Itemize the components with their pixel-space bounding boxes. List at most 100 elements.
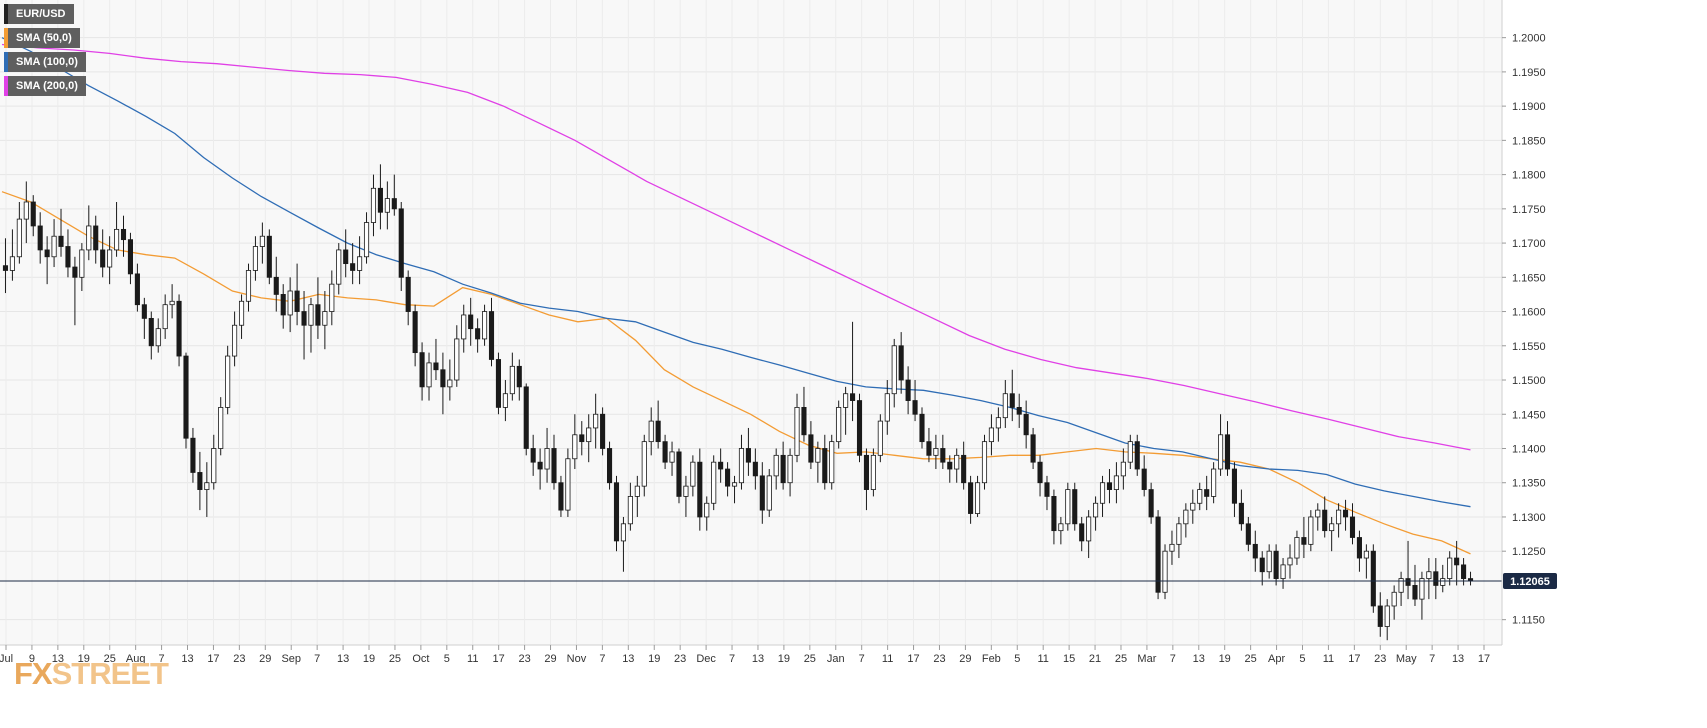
candle-body-up bbox=[738, 448, 745, 484]
candle-body-up bbox=[988, 427, 994, 443]
x-tick-label: 25 bbox=[1115, 653, 1127, 665]
candle bbox=[280, 284, 286, 329]
candle-body-down bbox=[72, 266, 78, 278]
sma-line-200 bbox=[1, 43, 1471, 451]
candle-body-up bbox=[287, 290, 293, 316]
candle bbox=[773, 448, 779, 490]
legend-item-sma-200[interactable]: SMA (200,0) bbox=[4, 76, 86, 96]
candle-body-down bbox=[266, 235, 272, 278]
candle bbox=[968, 475, 974, 524]
candle-body-up bbox=[23, 201, 29, 220]
candle-body-down bbox=[1072, 489, 1078, 525]
candle bbox=[974, 475, 981, 517]
candle bbox=[509, 352, 515, 401]
candle bbox=[447, 359, 453, 401]
candle bbox=[1454, 540, 1460, 586]
candle bbox=[530, 434, 536, 476]
x-tick-label: Feb bbox=[982, 653, 1001, 665]
candle-body-down bbox=[947, 461, 953, 470]
candle bbox=[1224, 421, 1231, 476]
candle-body-up bbox=[1169, 543, 1175, 552]
candle-body-down bbox=[315, 304, 321, 326]
candle-body-down bbox=[600, 413, 606, 449]
x-tick-label: 13 bbox=[337, 653, 349, 665]
candle bbox=[572, 414, 578, 470]
candle-body-up bbox=[954, 454, 960, 470]
candle-body-down bbox=[1238, 502, 1244, 525]
logo-street: STREET bbox=[51, 656, 169, 691]
x-tick-label: 11 bbox=[467, 653, 478, 665]
candle-body-down bbox=[676, 451, 682, 497]
candle-body-down bbox=[350, 263, 356, 271]
legend-item-sma-50[interactable]: SMA (50,0) bbox=[4, 28, 80, 48]
candle bbox=[1336, 503, 1342, 538]
candle bbox=[232, 311, 238, 367]
candle bbox=[1065, 482, 1071, 531]
candle-body-up bbox=[1113, 475, 1119, 490]
candle-body-down bbox=[961, 454, 967, 484]
candle-body-down bbox=[2, 265, 9, 271]
candle-body-down bbox=[1155, 516, 1161, 593]
candle-body-up bbox=[815, 448, 821, 463]
x-tick-label: May bbox=[1396, 653, 1417, 665]
candle bbox=[1120, 448, 1126, 490]
candle-body-down bbox=[127, 239, 134, 275]
candle bbox=[44, 236, 50, 285]
candle-body-up bbox=[252, 246, 258, 271]
candle bbox=[1079, 516, 1085, 552]
candle-body-up bbox=[1099, 482, 1106, 504]
candle bbox=[1099, 475, 1106, 517]
x-tick-label: Apr bbox=[1268, 653, 1285, 665]
candle-body-up bbox=[731, 482, 738, 487]
candle-body-down bbox=[141, 304, 147, 319]
candle bbox=[1273, 544, 1279, 586]
candle-body-up bbox=[1315, 509, 1321, 518]
candle bbox=[488, 297, 495, 367]
candle-body-up bbox=[1266, 550, 1272, 573]
candle-body-up bbox=[1065, 489, 1071, 525]
candle bbox=[905, 366, 911, 415]
candle-body-down bbox=[1301, 537, 1307, 545]
x-tick-label: 13 bbox=[181, 653, 193, 665]
legend-item-sma-100[interactable]: SMA (100,0) bbox=[4, 52, 86, 72]
x-tick-label: 17 bbox=[1348, 653, 1360, 665]
candle bbox=[627, 482, 633, 531]
candle bbox=[100, 229, 106, 278]
candle bbox=[558, 475, 564, 517]
candle bbox=[891, 338, 897, 408]
candle-body-down bbox=[579, 434, 585, 443]
legend-label: EUR/USD bbox=[16, 8, 66, 20]
candle bbox=[850, 321, 856, 422]
candle-body-down bbox=[273, 276, 279, 295]
x-tick-label: 17 bbox=[493, 653, 505, 665]
candle bbox=[1176, 516, 1182, 559]
candle bbox=[454, 325, 460, 387]
candle-body-down bbox=[100, 249, 106, 268]
legend-item-eurusd[interactable]: EUR/USD bbox=[4, 4, 74, 24]
candle-body-up bbox=[426, 362, 432, 388]
candle-body-up bbox=[357, 256, 363, 271]
candle-body-up bbox=[1426, 571, 1432, 579]
candle bbox=[1044, 475, 1050, 511]
candle-body-up bbox=[107, 249, 113, 268]
candle bbox=[613, 475, 620, 552]
x-tick-label: 7 bbox=[729, 653, 735, 665]
y-tick-label: 1.1250 bbox=[1512, 546, 1546, 558]
candle-body-up bbox=[829, 441, 835, 484]
candle bbox=[1433, 558, 1439, 600]
candle-body-up bbox=[836, 407, 842, 443]
x-tick-label: 23 bbox=[933, 653, 945, 665]
candle-body-up bbox=[1419, 578, 1425, 600]
candle-body-up bbox=[482, 311, 488, 340]
candle-body-up bbox=[322, 311, 328, 326]
candle-body-down bbox=[1106, 482, 1113, 490]
x-tick-label: 17 bbox=[207, 653, 219, 665]
candle bbox=[475, 318, 481, 353]
candle-body-down bbox=[725, 468, 731, 487]
candle bbox=[1141, 455, 1147, 497]
candle bbox=[398, 201, 404, 292]
candle bbox=[829, 434, 835, 490]
x-tick-label: Oct bbox=[412, 653, 429, 665]
candle bbox=[350, 243, 356, 285]
